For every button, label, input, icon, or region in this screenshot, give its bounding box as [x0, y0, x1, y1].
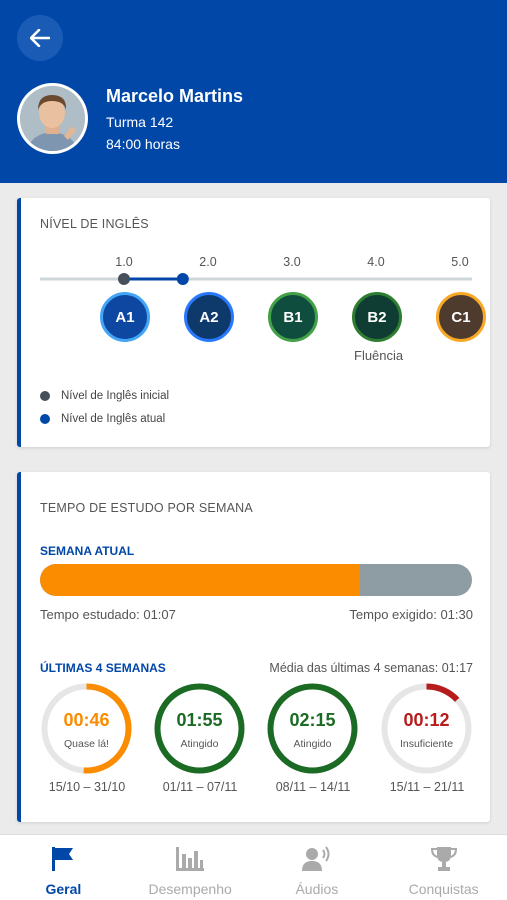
week-status: Atingido [180, 738, 219, 750]
legend-current-label: Nível de Inglês atual [61, 413, 166, 425]
avatar [17, 83, 88, 154]
nav-tab-geral[interactable]: Geral [0, 835, 127, 900]
week-range: 15/10 – 31/10 [48, 780, 126, 794]
speaking-person-icon [301, 845, 332, 873]
legend-initial: Nível de Inglês inicial [40, 390, 169, 402]
level-scale-track [40, 273, 472, 285]
nav-label-geral: Geral [45, 881, 82, 897]
level-a2-badge: A2 [184, 292, 234, 342]
week-range: 01/11 – 07/11 [162, 780, 238, 794]
required-time: Tempo exigido: 01:30 [349, 607, 473, 622]
week-range: 15/11 – 21/11 [389, 780, 465, 794]
bar-chart-icon [175, 845, 205, 873]
scale-label-3: 3.0 [283, 255, 301, 269]
scale-label-1: 1.0 [115, 255, 133, 269]
last-weeks-label: ÚLTIMAS 4 SEMANAS [40, 661, 166, 675]
current-week-label: SEMANA ATUAL [40, 544, 135, 558]
week-ring: 02:15 Atingido 08/11 – 14/11 [266, 682, 359, 794]
studied-time: Tempo estudado: 01:07 [40, 607, 176, 622]
legend-current-dot-icon [40, 414, 50, 424]
nav-tab-desempenho[interactable]: Desempenho [127, 835, 254, 900]
week-ring: 01:55 Atingido 01/11 – 07/11 [153, 682, 246, 794]
week-ring-chart [381, 683, 472, 774]
nav-label-desempenho: Desempenho [148, 881, 232, 897]
weekly-average: Média das últimas 4 semanas: 01:17 [269, 661, 473, 675]
study-time-title: TEMPO DE ESTUDO POR SEMANA [40, 501, 253, 515]
fluency-label: Fluência [354, 348, 404, 363]
week-ring-chart [267, 683, 358, 774]
legend-initial-dot-icon [40, 391, 50, 401]
scale-label-4: 4.0 [367, 255, 385, 269]
flag-icon [51, 845, 75, 873]
legend-initial-label: Nível de Inglês inicial [61, 390, 170, 402]
week-range: 08/11 – 14/11 [275, 780, 351, 794]
arrow-left-icon [30, 29, 50, 47]
initial-level-marker [118, 273, 130, 285]
nav-tab-conquistas[interactable]: Conquistas [380, 835, 507, 900]
week-status: Insuficiente [399, 738, 454, 750]
week-ring: 00:12 Insuficiente 15/11 – 21/11 [380, 682, 473, 794]
week-time: 02:15 [289, 710, 336, 730]
scale-label-2: 2.0 [199, 255, 217, 269]
english-level-card: NÍVEL DE INGLÊS 1.0 2.0 3.0 4.0 5.0 A1 A… [17, 198, 490, 447]
level-a1-badge: A1 [100, 292, 150, 342]
current-level-marker [176, 273, 189, 285]
current-week-progress-fill [40, 564, 360, 596]
week-status: Atingido [293, 738, 332, 750]
scale-label-5: 5.0 [451, 255, 469, 269]
nav-tab-audios[interactable]: Áudios [254, 835, 381, 900]
week-time: 00:46 [63, 710, 110, 730]
bottom-navigation: Geral Desempenho Áudios [0, 834, 507, 900]
level-b2-badge: B2 [352, 292, 402, 342]
level-b1-badge: B1 [268, 292, 318, 342]
ring-progress [381, 683, 472, 774]
nav-label-audios: Áudios [295, 881, 339, 897]
user-name: Marcelo Martins [106, 86, 244, 106]
ring-progress [154, 683, 245, 774]
user-class: Turma 142 [106, 114, 174, 130]
user-hours: 84:00 horas [106, 136, 180, 152]
nav-label-conquistas: Conquistas [408, 881, 479, 897]
back-button[interactable] [17, 15, 63, 61]
level-c1-badge: C1 [436, 292, 486, 342]
english-level-title: NÍVEL DE INGLÊS [40, 217, 149, 231]
week-ring: 00:46 Quase lá! 15/10 – 31/10 [40, 682, 133, 794]
week-status: Quase lá! [64, 738, 109, 750]
avatar-photo-icon [20, 86, 85, 151]
week-ring-chart [41, 683, 132, 774]
current-week-progress-bar [40, 564, 472, 596]
study-time-card: TEMPO DE ESTUDO POR SEMANA SEMANA ATUAL … [17, 472, 490, 822]
week-time: 01:55 [176, 710, 223, 730]
trophy-icon [429, 845, 459, 873]
legend-current: Nível de Inglês atual [40, 413, 165, 425]
ring-progress [267, 683, 358, 774]
week-ring-chart [154, 683, 245, 774]
week-time: 00:12 [403, 710, 450, 730]
ring-progress [41, 683, 132, 774]
profile-header: Marcelo Martins Turma 142 84:00 horas [0, 0, 507, 183]
